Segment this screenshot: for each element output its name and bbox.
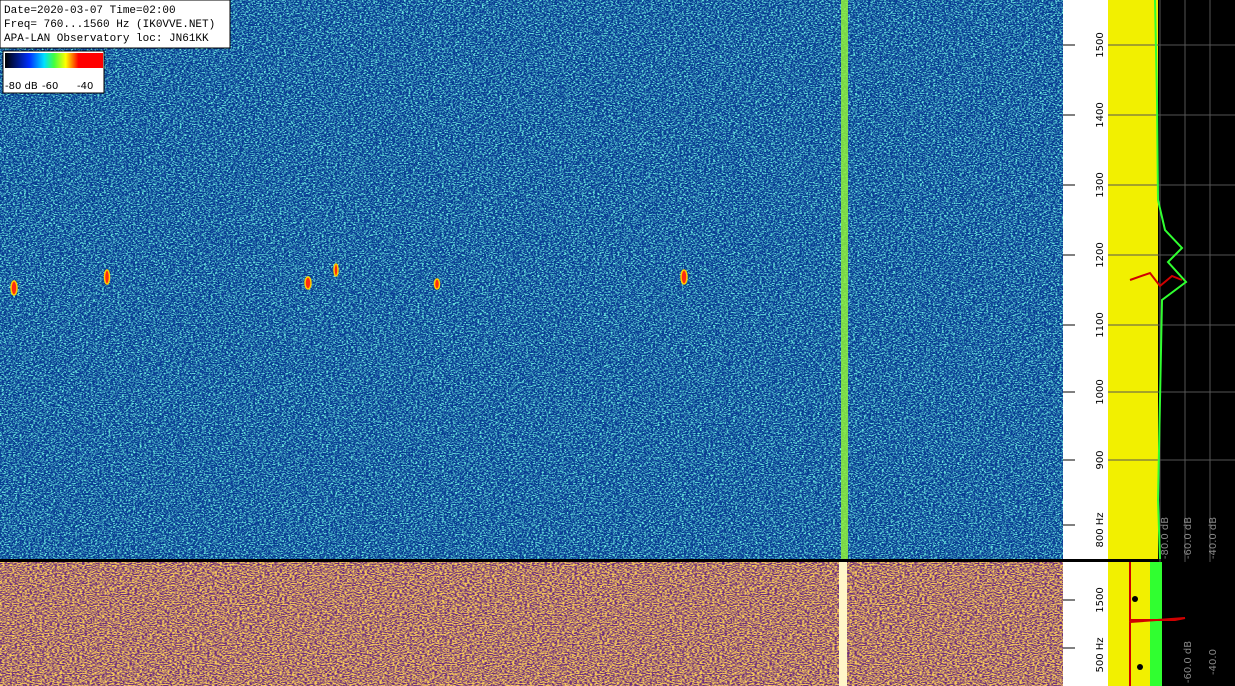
spectrum-max bbox=[1154, 0, 1188, 560]
spectrum-peak bbox=[1129, 271, 1183, 288]
header-box bbox=[0, 0, 231, 49]
header-line: APA-LAN Observatory loc: JN61KK bbox=[4, 33, 209, 45]
upper-axis bbox=[1063, 0, 1108, 559]
colorbar-label: -80 dB bbox=[5, 81, 38, 92]
marker bbox=[1132, 596, 1138, 602]
freq-label: 1200 bbox=[1095, 242, 1106, 267]
marker bbox=[1137, 664, 1143, 670]
db-label: -40.0 bbox=[1208, 649, 1219, 675]
freq-label: 1100 bbox=[1095, 312, 1106, 337]
lower-spectrum-max bbox=[1150, 562, 1162, 686]
separator bbox=[0, 559, 1235, 562]
db-label: -80.0 dB bbox=[1160, 517, 1171, 559]
lower-noise bbox=[0, 562, 1063, 686]
axis-ticks bbox=[1063, 44, 1075, 649]
upper-noise-dark bbox=[0, 0, 1063, 559]
db-label: -60.0 dB bbox=[1183, 517, 1194, 559]
carrier-line bbox=[841, 0, 848, 559]
colorbar-label: -60 bbox=[42, 81, 58, 92]
freq-label: 1300 bbox=[1095, 172, 1106, 197]
header-line: Freq= 760...1560 Hz (IK0VVE.NET) bbox=[4, 19, 215, 31]
colorbar-label: -40 bbox=[77, 81, 93, 92]
colorbar bbox=[5, 53, 103, 68]
freq-label: 1000 bbox=[1095, 379, 1106, 404]
freq-label: 1500 bbox=[1095, 32, 1106, 57]
lower-carrier-line bbox=[839, 562, 847, 686]
lower-axis bbox=[1063, 562, 1108, 686]
freq-label: 500 Hz bbox=[1095, 637, 1106, 672]
db-label: -40.0 dB bbox=[1208, 517, 1219, 559]
freq-label: 1400 bbox=[1095, 102, 1106, 127]
db-label: -60.0 dB bbox=[1183, 641, 1194, 683]
signal-blips bbox=[10, 263, 688, 296]
freq-label: 1500 bbox=[1095, 587, 1106, 612]
lower-spectrum-line bbox=[1129, 562, 1186, 686]
freq-label: 900 bbox=[1095, 450, 1106, 469]
header-line: Date=2020-03-07 Time=02:00 bbox=[4, 5, 176, 17]
freq-label: 800 Hz bbox=[1095, 512, 1106, 547]
